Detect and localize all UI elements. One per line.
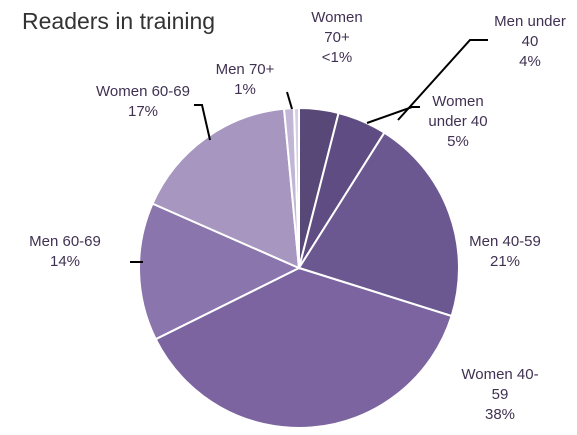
value-label: <1% <box>321 49 353 66</box>
data-label: Men 40-59 21% <box>460 232 550 272</box>
pie-slice <box>297 131 460 318</box>
leader-line <box>194 104 211 141</box>
data-label: Men 70+ 1% <box>205 60 285 100</box>
value-label: 5% <box>447 133 469 150</box>
leader-line <box>397 39 488 121</box>
pie-slice <box>138 202 302 341</box>
data-label: Women under 40 5% <box>418 92 498 152</box>
data-label: Men under 40 4% <box>490 12 570 72</box>
category-label: Men 40-59 <box>469 233 541 250</box>
value-label: 14% <box>49 253 81 270</box>
value-label: 38% <box>484 406 516 423</box>
category-label: Women under 40 <box>428 93 488 130</box>
pie-slice <box>154 266 453 429</box>
pie-slice <box>292 106 300 269</box>
category-label: Women 60-69 <box>96 83 190 100</box>
leader-line <box>366 106 420 124</box>
pie-slice <box>151 107 301 270</box>
chart-title: Readers in training <box>22 8 216 34</box>
category-label: Women 40-59 <box>461 366 539 403</box>
value-label: 21% <box>489 253 521 270</box>
leader-lines <box>130 39 488 263</box>
data-label: Women 70+ <1% <box>302 8 372 68</box>
category-label: Men 70+ <box>215 61 275 78</box>
category-label: Men 60-69 <box>29 233 101 250</box>
value-label: 4% <box>519 53 541 70</box>
data-label: Men 60-69 14% <box>10 232 120 272</box>
category-label: Men under 40 <box>494 13 566 50</box>
data-label: Women 40-59 38% <box>460 365 540 425</box>
category-label: Women 70+ <box>311 9 363 46</box>
leader-line <box>286 91 293 110</box>
value-label: 1% <box>234 81 256 98</box>
data-label: Women 60-69 17% <box>93 82 193 122</box>
slices <box>138 106 460 429</box>
value-label: 17% <box>127 103 159 120</box>
